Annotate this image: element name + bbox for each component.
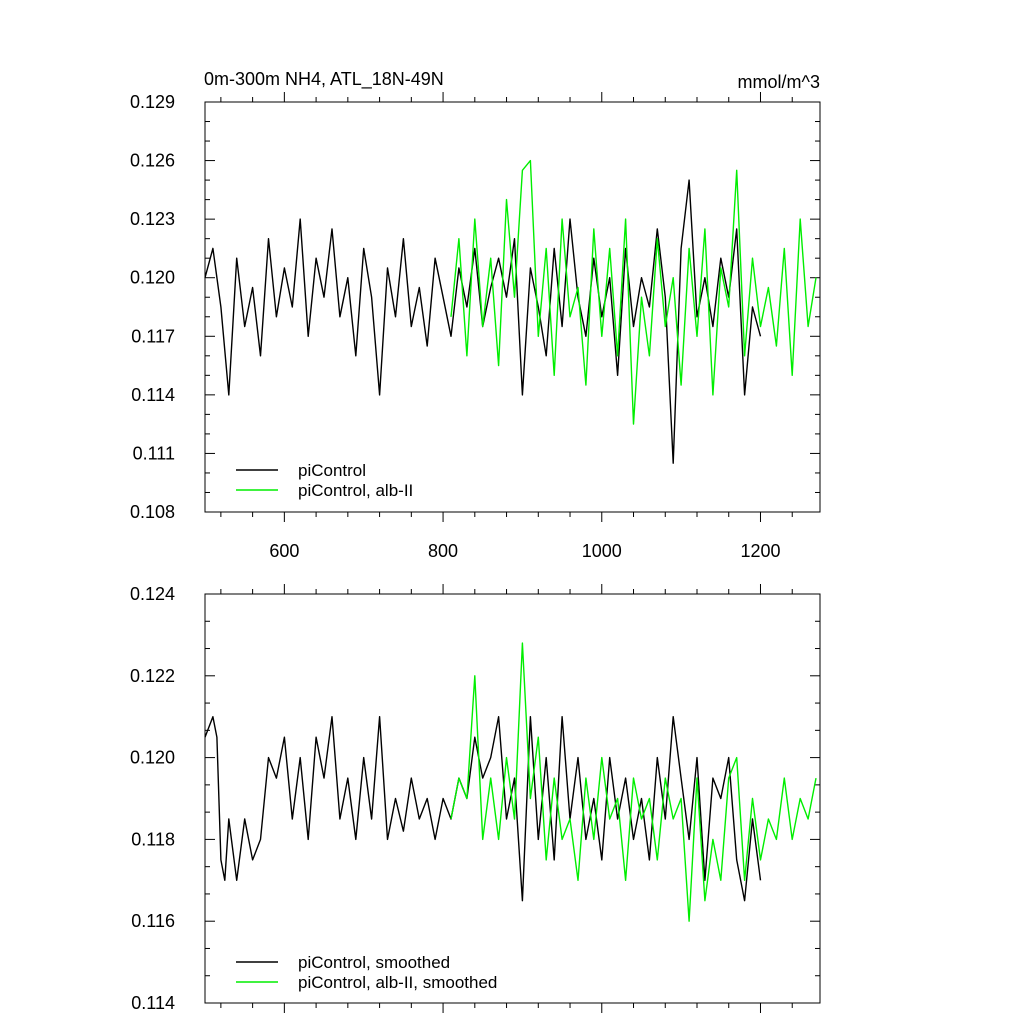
y-tick-label: 0.126 (130, 151, 175, 171)
x-tick-label: 1000 (582, 541, 622, 561)
series-line-picontrol (204, 716, 762, 902)
y-tick-label: 0.111 (133, 443, 175, 463)
y-tick-label: 0.120 (130, 268, 175, 288)
legend-label-picontrol-alb-ii: piControl, alb-II (298, 481, 413, 500)
legend-label-picontrol-alb-ii-smoothed: piControl, alb-II, smoothed (298, 973, 497, 992)
y-tick-label: 0.124 (130, 584, 175, 604)
y-tick-label: 0.114 (131, 385, 175, 405)
y-tick-label: 0.120 (130, 748, 175, 768)
x-tick-label: 600 (269, 541, 299, 561)
top-panel-axes: 0.108 0.111 0.114 0.117 0.120 0.123 0.126 0.129… (130, 92, 821, 561)
top-panel-frame (204, 101, 821, 513)
bottom-panel-axes: 0.114 0.116 0.118 0.120 0.122 0.124 (130, 584, 821, 1013)
bottom-panel-legend: piControl, smoothed piControl, alb-II, s… (236, 953, 497, 992)
top-panel: 0m-300m NH4, ATL_18N-49N mmol/m^3 0.1080… (130, 69, 821, 561)
series-line-picontrol-alb-ii (450, 159, 817, 425)
y-tick-label: 0.118 (131, 829, 175, 849)
top-panel-plot-area (204, 159, 817, 464)
y-tick-label: 0.129 (130, 92, 175, 112)
bottom-panel-frame (204, 593, 821, 1004)
top-panel-units: mmol/m^3 (738, 72, 820, 92)
y-tick-label: 0.122 (130, 666, 175, 686)
x-tick-label: 1200 (740, 541, 780, 561)
series-line-picontrol-alb-ii (450, 642, 817, 922)
y-tick-label: 0.108 (130, 502, 175, 522)
legend-label-picontrol: piControl (298, 461, 366, 480)
bottom-panel-plot-area (204, 642, 817, 922)
top-panel-title: 0m-300m NH4, ATL_18N-49N (204, 69, 444, 90)
top-panel-legend: piControl piControl, alb-II (236, 461, 413, 500)
y-tick-label: 0.123 (130, 209, 175, 229)
y-tick-label: 0.116 (131, 911, 175, 931)
y-tick-label: 0.117 (131, 326, 175, 346)
bottom-panel: 0.114 0.116 0.118 0.120 0.122 0.124 piControl… (130, 584, 821, 1013)
y-tick-label: 0.114 (131, 993, 175, 1013)
legend-label-picontrol-smoothed: piControl, smoothed (298, 953, 450, 972)
x-tick-label: 800 (428, 541, 458, 561)
